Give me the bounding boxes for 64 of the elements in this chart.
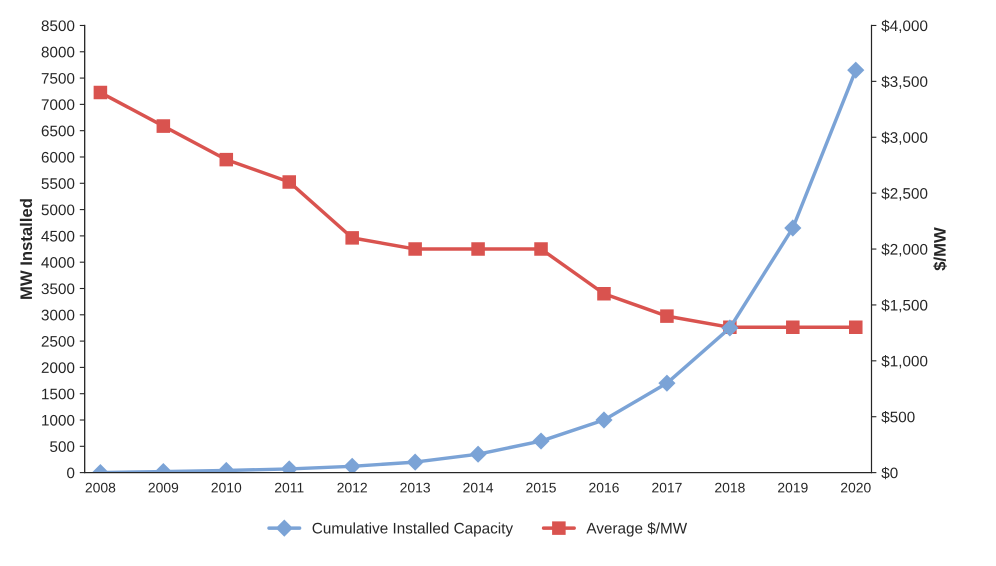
x-tick-label: 2019 xyxy=(778,482,808,493)
point xyxy=(848,320,863,334)
point xyxy=(471,242,485,256)
y-tick-label: 5000 xyxy=(42,204,74,216)
x-tick-label: 2017 xyxy=(652,482,682,493)
point xyxy=(534,242,548,256)
point xyxy=(596,412,612,428)
point xyxy=(156,119,170,133)
y-tick-label: 2500 xyxy=(42,336,74,347)
y-tick-label: 1500 xyxy=(42,388,74,400)
point xyxy=(94,86,108,100)
y-tick-label: 7000 xyxy=(42,99,74,110)
x-tick-label: 2008 xyxy=(86,482,116,493)
x-tick-label: 2010 xyxy=(212,482,242,493)
x-tick-label: 2016 xyxy=(589,482,619,493)
x-tick-label: 2011 xyxy=(275,482,304,493)
y2-tick-label: $1,000 xyxy=(881,355,928,368)
point xyxy=(220,152,234,166)
point xyxy=(532,432,550,450)
y2-tick-label: $3,000 xyxy=(881,131,928,145)
legend-label: Cumulative Installed Capacity xyxy=(312,522,514,537)
y-tick-label: 8500 xyxy=(42,20,74,32)
x-tick-label: 2018 xyxy=(715,482,745,493)
x-tick-label: 2009 xyxy=(148,482,178,493)
point xyxy=(597,286,611,301)
y-tick-label: 8000 xyxy=(42,46,74,58)
x-tick-label: 2015 xyxy=(526,482,556,493)
y2-tick-label: $3,500 xyxy=(881,76,928,89)
y2-tick-label: $4,000 xyxy=(881,20,928,33)
y-tick-label: 0 xyxy=(67,467,74,478)
y-axis-title: MW Installed xyxy=(20,199,32,299)
point xyxy=(658,374,676,392)
y2-tick-label: $1,500 xyxy=(881,299,928,312)
point xyxy=(660,309,674,323)
point xyxy=(408,242,422,256)
y-tick-label: 4500 xyxy=(41,230,74,242)
point xyxy=(470,446,486,463)
point xyxy=(847,62,864,79)
point xyxy=(345,231,359,245)
x-tick-label: 2012 xyxy=(337,482,367,493)
y-tick-label: 1000 xyxy=(42,414,74,426)
y-tick-label: 6500 xyxy=(42,126,74,136)
point xyxy=(786,320,800,334)
point xyxy=(406,454,424,470)
y-tick-label: 4000 xyxy=(41,257,74,268)
y-tick-label: 500 xyxy=(50,441,74,452)
point xyxy=(282,175,296,189)
point xyxy=(784,220,802,236)
y-tick-label: 3500 xyxy=(42,283,74,294)
y2-tick-label: $2,500 xyxy=(881,187,928,201)
y2-tick-label: $2,000 xyxy=(881,243,928,257)
x-tick-label: 2014 xyxy=(463,482,494,493)
y2-tick-label: $0 xyxy=(881,466,898,480)
x-tick-label: 2013 xyxy=(400,482,430,493)
y-tick-label: 6000 xyxy=(42,152,74,163)
x-tick-label: 2020 xyxy=(841,482,871,493)
point xyxy=(344,458,361,473)
y-tick-label: 7500 xyxy=(42,72,74,84)
y2-axis-title: $/MW xyxy=(933,227,947,271)
legend-label: Average $/MW xyxy=(586,522,688,537)
y2-tick-label: $500 xyxy=(881,410,915,424)
y-tick-label: 2000 xyxy=(42,362,74,374)
y-tick-label: 3000 xyxy=(42,310,74,320)
y-tick-label: 5500 xyxy=(42,178,74,189)
